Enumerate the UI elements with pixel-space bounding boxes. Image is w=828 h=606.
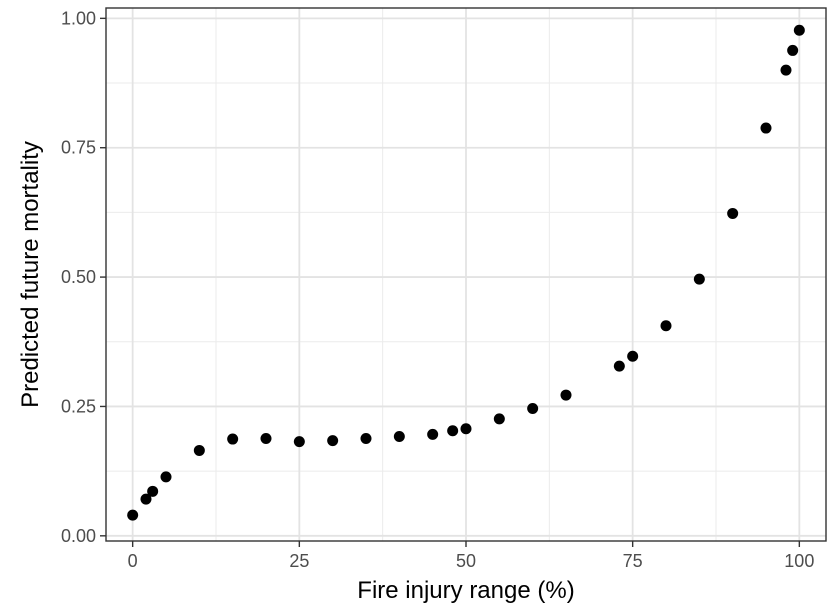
data-point bbox=[760, 122, 772, 134]
data-point bbox=[787, 44, 799, 56]
data-point bbox=[127, 509, 139, 521]
x-tick-label: 75 bbox=[623, 551, 643, 571]
axis-ticks bbox=[100, 17, 801, 547]
y-tick-label: 0.00 bbox=[61, 526, 96, 546]
x-tick-label: 0 bbox=[128, 551, 138, 571]
data-point bbox=[393, 430, 405, 442]
data-point bbox=[147, 485, 159, 497]
data-point bbox=[427, 428, 439, 440]
data-point bbox=[460, 423, 472, 435]
data-point bbox=[560, 389, 572, 401]
data-point bbox=[780, 64, 792, 76]
data-point bbox=[327, 435, 339, 447]
data-point bbox=[360, 433, 372, 445]
y-tick-label: 0.75 bbox=[61, 138, 96, 158]
tick-labels: 0 25 50 75 100 0.00 0.25 0.50 0.75 1.00 bbox=[61, 8, 814, 571]
x-tick-label: 50 bbox=[456, 551, 476, 571]
x-tick-label: 100 bbox=[784, 551, 814, 571]
data-point bbox=[227, 433, 239, 445]
x-axis-title: Fire injury range (%) bbox=[357, 577, 574, 604]
data-point bbox=[793, 24, 805, 36]
data-point bbox=[193, 444, 205, 456]
data-point bbox=[693, 273, 705, 285]
data-point bbox=[527, 403, 539, 415]
data-point bbox=[447, 425, 459, 437]
data-point bbox=[627, 350, 639, 362]
data-point bbox=[660, 320, 672, 332]
data-point bbox=[160, 471, 172, 483]
grid-lines bbox=[106, 8, 826, 541]
data-point bbox=[140, 493, 152, 505]
data-points bbox=[127, 24, 805, 521]
data-point bbox=[493, 413, 505, 425]
y-tick-label: 0.50 bbox=[61, 267, 96, 287]
y-tick-label: 1.00 bbox=[61, 8, 96, 28]
data-point bbox=[727, 207, 739, 219]
y-tick-label: 0.25 bbox=[61, 396, 96, 416]
x-tick-label: 25 bbox=[289, 551, 309, 571]
data-point bbox=[260, 433, 272, 445]
data-point bbox=[613, 360, 625, 372]
data-point bbox=[293, 436, 305, 448]
y-axis-title: Predicted future mortality bbox=[17, 141, 44, 408]
